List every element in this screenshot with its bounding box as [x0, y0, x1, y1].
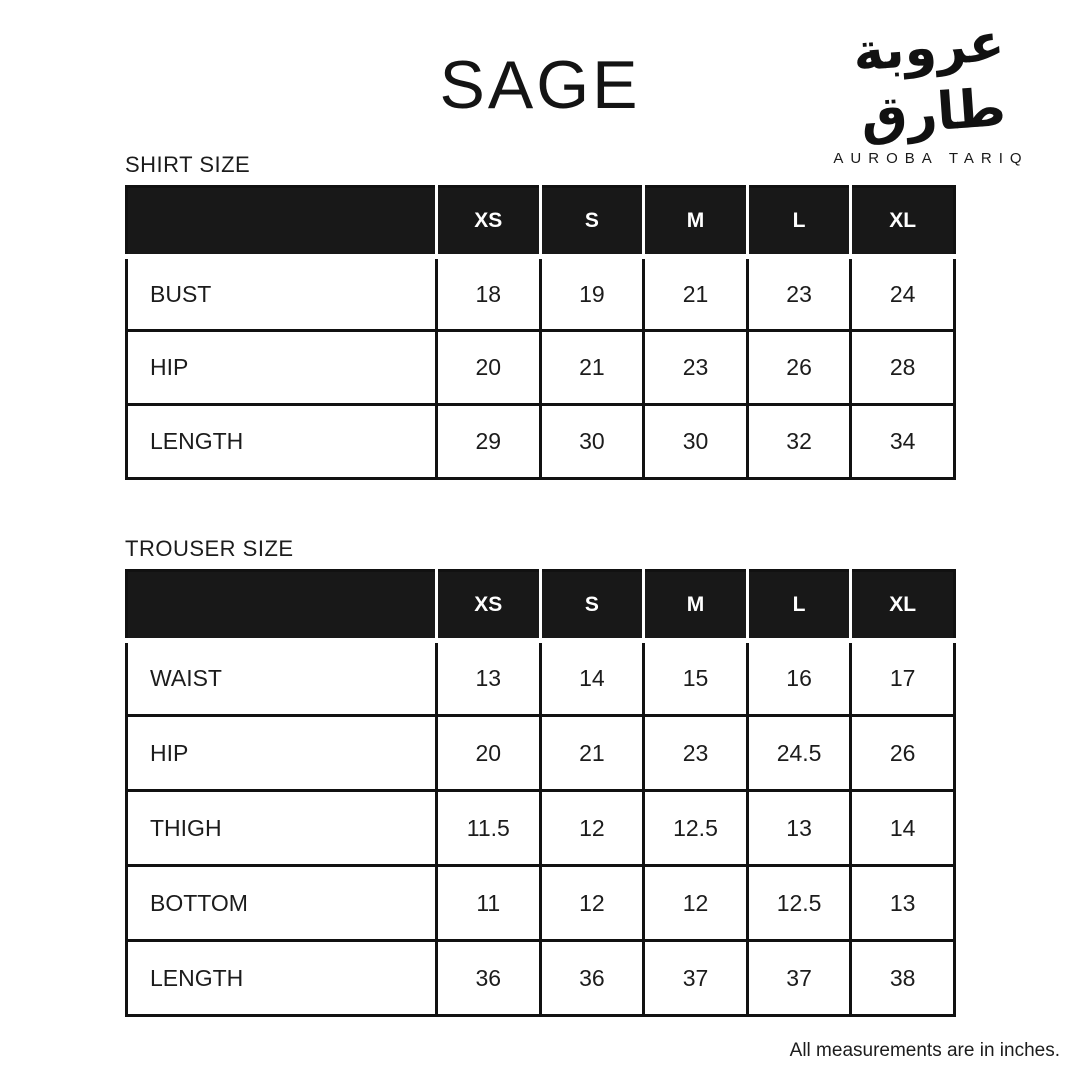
measurement-value-cell: 21: [538, 329, 646, 406]
measurement-value-cell: 17: [849, 639, 956, 717]
measurement-value-cell: 29: [435, 403, 542, 480]
shirt-size-label: SHIRT SIZE: [125, 152, 251, 177]
page-title: SAGE: [439, 47, 641, 123]
size-column-header: S: [538, 570, 644, 643]
measurement-value-cell: 38: [849, 939, 956, 1017]
table-row: BUST 18 19 21 23 24: [125, 255, 956, 332]
table-row: LENGTH 29 30 30 32 34: [125, 403, 956, 480]
size-column-header: XS: [435, 570, 541, 643]
table-row: HIP 20 21 23 26 28: [125, 329, 956, 406]
measurement-value-cell: 24.5: [745, 714, 853, 792]
measurement-value-cell: 23: [642, 714, 749, 792]
brand-logo: عروبة طارق AUROBA TARIQ: [806, 13, 1056, 167]
measurement-value-cell: 16: [745, 639, 853, 717]
measurement-value-cell: 30: [538, 403, 646, 480]
measurement-value-cell: 18: [435, 255, 542, 332]
measurement-value-cell: 23: [642, 329, 749, 406]
size-column-header: M: [642, 570, 748, 643]
shirt-size-table: XS S M L XL BUST 18 19 21 23 24 HIP 20 21 23 26 28 LENGTH…: [125, 185, 956, 480]
brand-name: AUROBA TARIQ: [833, 150, 1029, 167]
table-row: WAIST 13 14 15 16 17: [125, 639, 956, 717]
measurements-footnote: All measurements are in inches.: [789, 1040, 1060, 1061]
measurement-value-cell: 15: [642, 639, 749, 717]
measurement-value-cell: 36: [435, 939, 542, 1017]
measurement-value-cell: 13: [435, 639, 542, 717]
size-column-header: XL: [849, 186, 955, 259]
measurement-value-cell: 13: [745, 789, 853, 867]
measurement-value-cell: 12.5: [642, 789, 749, 867]
measurement-value-cell: 14: [849, 789, 956, 867]
measurement-value-cell: 32: [745, 403, 853, 480]
size-column-header: S: [538, 186, 644, 259]
content-area: SHIRT SIZE XS S M L XL BUST 18 19 21 23 24 HIP 20 21 2…: [125, 152, 956, 1017]
measurement-value-cell: 23: [745, 255, 853, 332]
measurement-value-cell: 11.5: [435, 789, 542, 867]
measurement-value-cell: 14: [538, 639, 646, 717]
measurement-value-cell: 28: [849, 329, 956, 406]
measurement-row-label: HIP: [125, 714, 438, 792]
size-header-row: XS S M L XL: [126, 186, 955, 259]
measurement-row-label: BUST: [125, 255, 438, 332]
measurement-value-cell: 12.5: [745, 864, 853, 942]
measurement-value-cell: 12: [642, 864, 749, 942]
measurement-value-cell: 26: [745, 329, 853, 406]
measurement-value-cell: 37: [745, 939, 853, 1017]
measurement-value-cell: 36: [538, 939, 646, 1017]
measurement-value-cell: 12: [538, 789, 646, 867]
measurement-row-label: WAIST: [125, 639, 438, 717]
header-empty-cell: [126, 570, 437, 643]
header-empty-cell: [126, 186, 437, 259]
table-row: BOTTOM 11 12 12 12.5 13: [125, 864, 956, 942]
measurement-value-cell: 11: [435, 864, 542, 942]
measurement-row-label: LENGTH: [125, 403, 438, 480]
measurement-value-cell: 24: [849, 255, 956, 332]
size-column-header: M: [642, 186, 748, 259]
trouser-size-label: TROUSER SIZE: [125, 536, 294, 561]
trouser-size-table: XS S M L XL WAIST 13 14 15 16 17 HIP 20 21 23 24.5 26 THI…: [125, 569, 956, 1017]
measurement-value-cell: 20: [435, 329, 542, 406]
brand-calligraphy-icon: عروبة طارق: [851, 12, 1008, 148]
measurement-value-cell: 21: [642, 255, 749, 332]
trouser-size-section: TROUSER SIZE XS S M L XL WAIST 13 14 15 16 17 HIP 20…: [125, 536, 956, 1017]
size-header-row: XS S M L XL: [126, 570, 955, 643]
measurement-value-cell: 19: [538, 255, 646, 332]
measurement-value-cell: 20: [435, 714, 542, 792]
size-column-header: L: [745, 186, 851, 259]
table-row: THIGH 11.5 12 12.5 13 14: [125, 789, 956, 867]
size-column-header: XS: [435, 186, 541, 259]
measurement-row-label: BOTTOM: [125, 864, 438, 942]
measurement-row-label: THIGH: [125, 789, 438, 867]
measurement-value-cell: 13: [849, 864, 956, 942]
size-column-header: XL: [849, 570, 955, 643]
measurement-row-label: HIP: [125, 329, 438, 406]
measurement-value-cell: 34: [849, 403, 956, 480]
measurement-value-cell: 30: [642, 403, 749, 480]
table-row: HIP 20 21 23 24.5 26: [125, 714, 956, 792]
measurement-row-label: LENGTH: [125, 939, 438, 1017]
size-column-header: L: [745, 570, 851, 643]
measurement-value-cell: 26: [849, 714, 956, 792]
measurement-value-cell: 21: [538, 714, 646, 792]
shirt-size-section: SHIRT SIZE XS S M L XL BUST 18 19 21 23 24 HIP 20 21 2…: [125, 152, 956, 480]
table-row: LENGTH 36 36 37 37 38: [125, 939, 956, 1017]
measurement-value-cell: 12: [538, 864, 646, 942]
measurement-value-cell: 37: [642, 939, 749, 1017]
